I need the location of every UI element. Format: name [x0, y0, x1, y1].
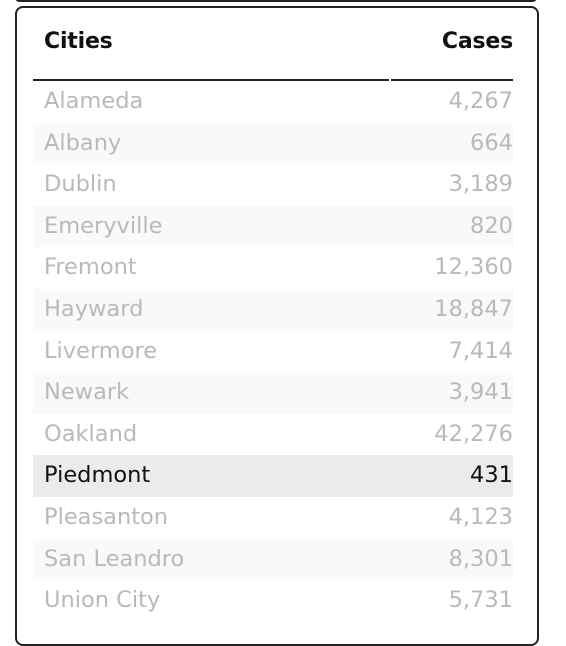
row-cases: 3,941: [448, 379, 513, 406]
row-cases: 3,189: [448, 171, 513, 198]
table-row[interactable]: Albany 664: [33, 122, 513, 165]
row-city: Newark: [44, 379, 130, 406]
row-cases: 664: [470, 129, 513, 156]
row-city: San Leandro: [44, 545, 185, 572]
row-cases: 18,847: [434, 295, 513, 322]
row-city: Hayward: [44, 295, 144, 322]
table-row[interactable]: Union City 5,731: [33, 580, 513, 622]
row-cases: 431: [470, 462, 513, 489]
row-city: Pleasanton: [44, 503, 169, 530]
row-city: Oakland: [44, 420, 138, 447]
table-row[interactable]: Emeryville 820: [33, 205, 513, 248]
table-row[interactable]: Pleasanton 4,123: [33, 497, 513, 539]
table-row[interactable]: San Leandro 8,301: [33, 538, 513, 581]
row-city: Emeryville: [44, 212, 163, 239]
row-cases: 5,731: [448, 587, 513, 614]
cases-table: Cities Cases Alameda 4,267 Albany 664 Dubl…: [33, 8, 513, 620]
row-cases: 8,301: [448, 545, 513, 572]
cases-table-card: Cities Cases Alameda 4,267 Albany 664 Dubl…: [15, 6, 539, 646]
table-body: Alameda 4,267 Albany 664 Dublin 3,189 Emery…: [33, 81, 513, 622]
row-city: Union City: [44, 587, 161, 614]
row-cases: 42,276: [434, 420, 513, 447]
row-cases: 7,414: [448, 337, 513, 364]
table-header: Cities Cases: [33, 8, 513, 79]
table-row[interactable]: Livermore 7,414: [33, 331, 513, 373]
row-cases: 4,267: [448, 88, 513, 114]
table-row[interactable]: Hayward 18,847: [33, 288, 513, 331]
row-cases: 820: [470, 212, 513, 239]
row-city: Albany: [44, 129, 122, 156]
column-header-cases[interactable]: Cases: [441, 29, 513, 54]
row-city: Livermore: [44, 337, 158, 364]
row-cases: 4,123: [448, 503, 513, 530]
table-row[interactable]: Alameda 4,267: [33, 81, 513, 123]
table-row[interactable]: Fremont 12,360: [33, 247, 513, 289]
table-row[interactable]: Newark 3,941: [33, 372, 513, 414]
column-header-cities[interactable]: Cities: [44, 29, 113, 54]
table-row-selected[interactable]: Piedmont 431: [33, 455, 513, 497]
row-cases: 12,360: [434, 254, 513, 281]
row-city: Alameda: [44, 88, 144, 114]
row-city: Dublin: [44, 171, 117, 198]
previous-panel-edge: [14, 0, 538, 2]
table-row[interactable]: Dublin 3,189: [33, 164, 513, 206]
row-city: Piedmont: [44, 462, 151, 489]
row-city: Fremont: [44, 254, 137, 281]
table-row[interactable]: Oakland 42,276: [33, 414, 513, 456]
